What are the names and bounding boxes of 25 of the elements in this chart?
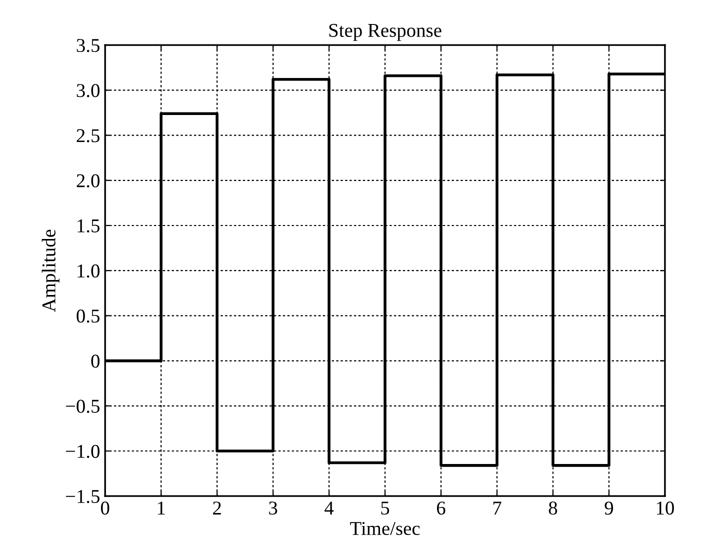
x-tick-label: 8 — [548, 502, 558, 515]
x-tick-label: 6 — [436, 502, 446, 515]
x-tick-label: 3 — [269, 502, 278, 515]
y-tick-label: 2.0 — [76, 174, 100, 188]
y-tick-label: −0.5 — [66, 400, 100, 413]
y-tick-label: −1.0 — [66, 444, 100, 458]
y-tick-label: 2.5 — [76, 129, 100, 142]
y-tick-label: 3.5 — [76, 38, 100, 52]
x-tick-label: 1 — [158, 502, 165, 514]
x-tick-label: 2 — [213, 502, 221, 514]
x-tick-label: 7 — [493, 502, 502, 514]
y-tick-label: 3.0 — [76, 84, 100, 98]
x-tick-label: 5 — [381, 502, 390, 515]
x-tick-label: 4 — [324, 502, 334, 514]
y-tick-label: −1.5 — [66, 490, 100, 504]
chart-title: Step Response — [329, 24, 442, 41]
y-tick-label: 1.5 — [78, 219, 100, 233]
y-tick-label: 0.5 — [76, 310, 100, 323]
x-axis-title: Time/sec — [350, 522, 420, 536]
y-tick-label: 1.0 — [78, 264, 100, 278]
x-tick-label: 9 — [604, 502, 614, 515]
x-tick-label: 10 — [656, 502, 674, 515]
x-tick-label: 0 — [100, 502, 110, 515]
y-tick-label: 0 — [91, 354, 100, 368]
y-axis-title: Amplitude — [42, 230, 60, 312]
